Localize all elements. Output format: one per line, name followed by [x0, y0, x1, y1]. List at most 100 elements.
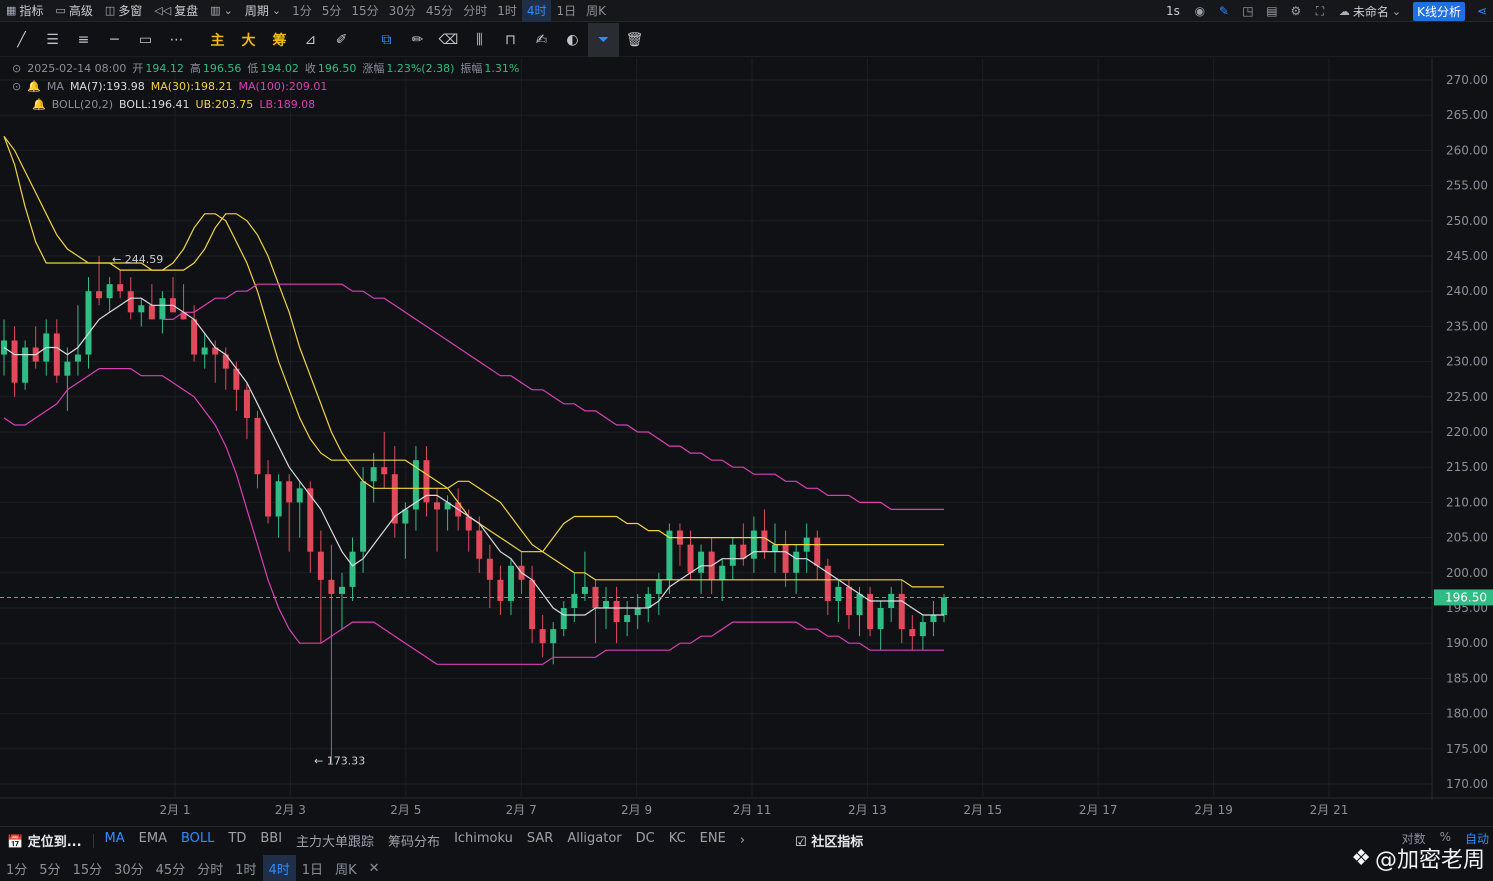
datetime: 2025-02-14 08:00	[27, 62, 127, 75]
layout-name-dropdown[interactable]: ☁ 未命名 ⌄	[1338, 4, 1402, 19]
auto-scale-toggle[interactable]: 自动	[1464, 832, 1489, 846]
more-tools-icon[interactable]: ⋯	[169, 31, 184, 48]
collapse-icon[interactable]: ⊙	[12, 62, 22, 75]
filter-icon[interactable]: ⏷	[588, 22, 619, 57]
parallel-channel-icon[interactable]: ≡	[77, 31, 90, 48]
candle-body-74	[782, 544, 789, 573]
ohlc-row: ⊙ 2025-02-14 08:00 开 194.12 高 196.56 低 194.…	[12, 60, 519, 78]
share-icon[interactable]: ⋖	[1476, 4, 1488, 18]
bell-icon[interactable]: 🔔	[27, 80, 41, 93]
mode-chips-button[interactable]: 筹	[272, 32, 287, 49]
ma30-value: MA(30):198.21	[150, 80, 233, 93]
indicator-5[interactable]: 主力大单跟踪	[296, 835, 375, 850]
bottom-period-8[interactable]: 1日	[301, 862, 324, 878]
camera-icon[interactable]: ◉	[1194, 4, 1206, 18]
top-period-6[interactable]: 1时	[497, 4, 517, 18]
copy-icon[interactable]: ⧉	[381, 31, 392, 48]
collapse-icon[interactable]: ⊙	[12, 80, 22, 93]
top-period-8[interactable]: 1日	[556, 4, 577, 18]
bottom-period-0[interactable]: 1分	[6, 862, 28, 878]
indicator-0[interactable]: MA	[104, 831, 125, 846]
template-icon[interactable]: ▤	[1266, 4, 1278, 18]
bottom-period-9[interactable]: 周K	[335, 862, 357, 878]
indicator-8[interactable]: SAR	[526, 831, 554, 846]
x-tick-1: 2月 3	[275, 803, 306, 817]
measure-icon[interactable]: ⊿	[304, 31, 317, 48]
top-period-9[interactable]: 周K	[586, 4, 606, 18]
period-dropdown[interactable]: 周期 ⌄	[244, 4, 282, 18]
pencil-icon[interactable]: ✎	[1218, 4, 1229, 18]
bottom-period-6[interactable]: 1时	[235, 862, 257, 878]
top-period-5[interactable]: 分时	[463, 4, 488, 18]
chart-type-button[interactable]: ▥ ⌄	[204, 0, 239, 22]
y-tick-8: 230.00	[1446, 355, 1488, 369]
ma-name[interactable]: MA	[46, 80, 64, 93]
bars-pattern-icon[interactable]: ⫼	[476, 31, 483, 48]
indicator-6[interactable]: 筹码分布	[388, 835, 441, 850]
top-period-4[interactable]: 45分	[425, 4, 454, 18]
top-period-1[interactable]: 5分	[321, 4, 342, 18]
bottom-period-1[interactable]: 5分	[39, 862, 61, 878]
candle-body-73	[772, 544, 779, 552]
fullscreen-icon[interactable]: ⛶	[1315, 3, 1325, 18]
indicator-10[interactable]: DC	[635, 831, 655, 846]
kline-analysis-button[interactable]: K线分析	[1413, 1, 1465, 21]
close-icon[interactable]: ✕	[368, 860, 380, 876]
y-tick-10: 220.00	[1446, 425, 1488, 439]
top-period-0[interactable]: 1分	[292, 4, 312, 18]
candle-body-85	[898, 593, 905, 630]
trash-icon[interactable]: 🗑	[625, 31, 644, 48]
indicator-4[interactable]: BBI	[260, 831, 283, 846]
horizontal-line-icon[interactable]: ─	[110, 31, 119, 48]
settings-icon[interactable]: ⚙	[1290, 4, 1302, 18]
note-icon[interactable]: ◳	[1242, 4, 1254, 18]
ma100-value: MA(100):209.01	[238, 80, 328, 93]
community-indicators-button[interactable]: ☑ 社区指标	[795, 835, 864, 850]
price-chart[interactable]: 270.00 265.00 260.00 255.00 250.00 245.00 240.…	[0, 58, 1493, 826]
log-scale-toggle[interactable]: 对数	[1401, 832, 1426, 846]
indicators-button[interactable]: ▦ 指标	[6, 4, 44, 18]
candle-body-57	[603, 600, 610, 608]
trend-line-icon[interactable]: ╱	[17, 31, 26, 48]
indicator-12[interactable]: ENE	[699, 831, 726, 846]
top-period-3[interactable]: 30分	[388, 4, 416, 18]
mode-main-button[interactable]: 主	[210, 32, 225, 49]
change-value: 1.23%(2.38)	[386, 62, 455, 75]
candle-body-31	[328, 579, 335, 594]
locate-button[interactable]: 📅 定位到...	[7, 835, 82, 850]
top-period-2[interactable]: 15分	[351, 4, 379, 18]
bottom-period-7[interactable]: 4时	[262, 855, 296, 881]
bottom-period-3[interactable]: 30分	[114, 862, 144, 878]
advanced-button[interactable]: ▭ 高级	[55, 4, 93, 18]
replay-button[interactable]: ◁◁ 复盘	[154, 4, 199, 18]
indicator-7[interactable]: Ichimoku	[454, 831, 513, 846]
interval-selector[interactable]: 1s	[1165, 4, 1180, 18]
boll-name[interactable]: BOLL(20,2)	[51, 98, 114, 111]
magnet-icon[interactable]: ◐	[566, 31, 579, 48]
ruler-icon[interactable]: ✏	[411, 31, 424, 48]
y-tick-2: 260.00	[1446, 143, 1488, 157]
multiwindow-button[interactable]: ◫ 多窗	[104, 4, 143, 18]
bottom-period-2[interactable]: 15分	[72, 862, 103, 878]
bottom-period-5[interactable]: 分时	[197, 862, 224, 878]
percent-scale-toggle[interactable]: %	[1439, 830, 1451, 844]
chevron-right-icon[interactable]: ›	[739, 833, 746, 848]
edit-icon[interactable]: ✍	[535, 31, 548, 48]
indicator-2[interactable]: BOLL	[180, 831, 215, 846]
bottom-period-4[interactable]: 45分	[155, 862, 186, 878]
lock-icon[interactable]: ⊓	[505, 31, 516, 48]
candle-body-13	[138, 305, 145, 313]
multi-line-icon[interactable]: ☰	[46, 31, 59, 48]
indicator-1[interactable]: EMA	[138, 831, 167, 846]
bell-icon[interactable]: 🔔	[32, 98, 46, 111]
eraser-icon[interactable]: ⌫	[438, 31, 459, 48]
y-tick-20: 170.00	[1446, 777, 1488, 791]
mode-large-button[interactable]: 大	[241, 32, 256, 49]
top-period-7[interactable]: 4时	[521, 0, 552, 22]
indicator-9[interactable]: Alligator	[567, 831, 622, 846]
indicator-3[interactable]: TD	[228, 831, 247, 846]
indicator-11[interactable]: KC	[668, 831, 686, 846]
brush-icon[interactable]: ✐	[335, 31, 348, 48]
rectangle-icon[interactable]: ▭	[138, 31, 153, 48]
candle-body-69	[729, 544, 736, 566]
